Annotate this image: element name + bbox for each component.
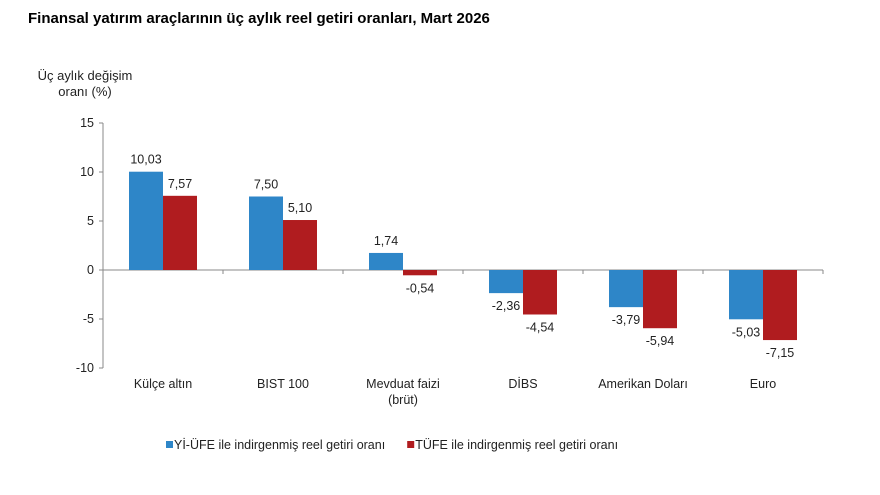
bar-tufe bbox=[283, 220, 317, 270]
y-tick-label: -5 bbox=[83, 312, 94, 326]
data-label: -5,94 bbox=[646, 334, 675, 348]
y-axis-label: Üç aylık değişim oranı (%) bbox=[30, 68, 140, 100]
data-label: 7,57 bbox=[168, 177, 192, 191]
bar-tufe bbox=[643, 270, 677, 329]
bar-yi-ufe bbox=[129, 171, 163, 270]
data-label: -3,79 bbox=[612, 313, 641, 327]
bar-tufe bbox=[403, 270, 437, 276]
bar-tufe bbox=[523, 270, 557, 315]
y-axis-label-line1: Üç aylık değişim bbox=[37, 68, 133, 83]
data-label: -4,54 bbox=[526, 320, 555, 334]
x-tick-label: Mevduat faizi bbox=[366, 377, 440, 391]
x-tick-label: Külçe altın bbox=[134, 377, 192, 391]
data-label: -7,15 bbox=[766, 346, 795, 360]
data-label: 1,74 bbox=[374, 234, 398, 248]
chart-title: Finansal yatırım araçlarının üç aylık re… bbox=[28, 10, 490, 27]
data-label: -2,36 bbox=[492, 299, 521, 313]
x-tick-label: Euro bbox=[750, 377, 776, 391]
bar-tufe bbox=[763, 270, 797, 341]
bar-yi-ufe bbox=[249, 196, 283, 270]
y-tick-label: 0 bbox=[87, 263, 94, 277]
y-tick-label: 10 bbox=[80, 165, 94, 179]
x-tick-label: BIST 100 bbox=[257, 377, 309, 391]
legend-label: TÜFE ile indirgenmiş reel getiri oranı bbox=[415, 438, 618, 452]
bar-yi-ufe bbox=[729, 270, 763, 320]
legend-swatch bbox=[407, 441, 415, 448]
legend-label: Yİ-ÜFE ile indirgenmiş reel getiri oranı bbox=[174, 438, 385, 452]
bar-tufe bbox=[163, 195, 197, 270]
data-label: 5,10 bbox=[288, 201, 312, 215]
bar-yi-ufe bbox=[609, 270, 643, 308]
bar-yi-ufe bbox=[489, 270, 523, 294]
data-label: -0,54 bbox=[406, 281, 435, 295]
x-tick-label: DİBS bbox=[508, 377, 537, 391]
x-tick-label: (brüt) bbox=[388, 393, 418, 407]
data-label: -5,03 bbox=[732, 325, 761, 339]
data-label: 7,50 bbox=[254, 178, 278, 192]
y-axis-label-line2: oranı (%) bbox=[58, 84, 112, 99]
data-label: 10,03 bbox=[130, 153, 161, 167]
x-tick-label: Amerikan Doları bbox=[598, 377, 688, 391]
y-tick-label: 15 bbox=[80, 116, 94, 130]
y-tick-label: -10 bbox=[76, 361, 94, 375]
bar-yi-ufe bbox=[369, 252, 403, 270]
legend-swatch bbox=[166, 441, 173, 448]
y-tick-label: 5 bbox=[87, 214, 94, 228]
